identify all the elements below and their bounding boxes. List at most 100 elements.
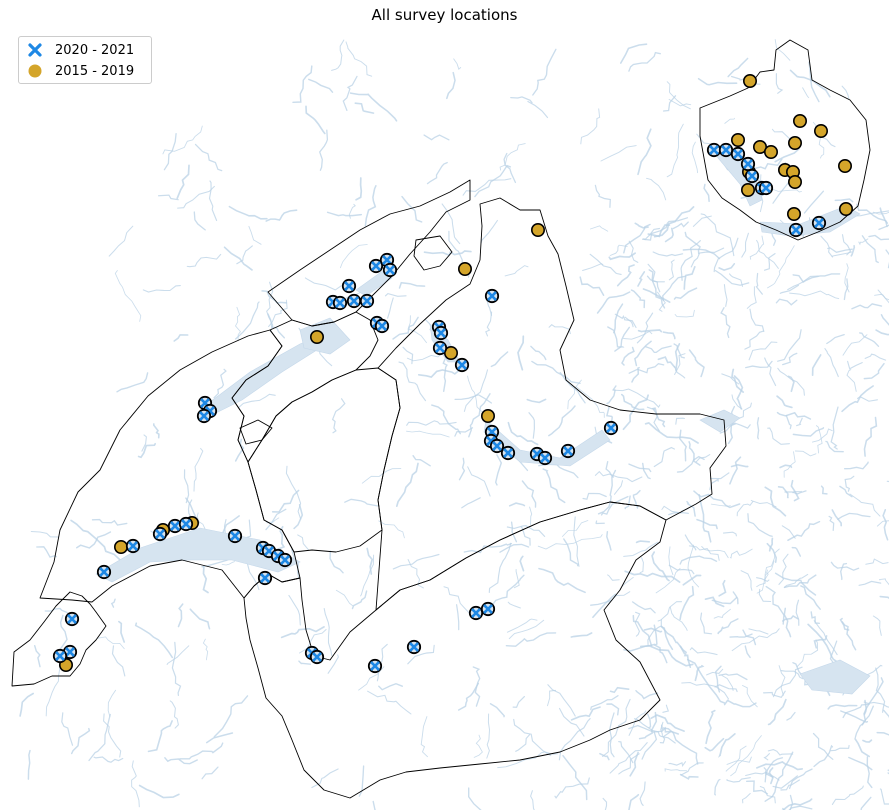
river <box>662 704 670 713</box>
canton-border <box>231 311 379 463</box>
river <box>402 346 414 365</box>
river <box>623 330 653 340</box>
river <box>457 682 480 711</box>
river <box>767 427 790 445</box>
recent-survey-x <box>606 423 616 433</box>
river <box>605 461 615 478</box>
river <box>718 579 727 597</box>
river <box>691 141 699 174</box>
river <box>748 341 778 361</box>
river <box>849 493 881 517</box>
river <box>344 498 379 507</box>
river <box>234 306 241 342</box>
river <box>624 570 681 583</box>
river <box>392 553 440 570</box>
river <box>265 209 298 222</box>
river <box>345 41 373 77</box>
river <box>510 96 533 104</box>
river <box>771 128 791 141</box>
river <box>728 273 744 287</box>
river <box>819 135 836 148</box>
river <box>688 545 720 561</box>
recent-survey-x <box>487 291 497 301</box>
river <box>423 134 450 141</box>
river <box>872 211 889 215</box>
river <box>355 177 363 201</box>
river <box>749 308 765 332</box>
river <box>507 421 539 446</box>
river <box>842 334 868 356</box>
river <box>590 695 619 711</box>
river <box>789 290 840 300</box>
river <box>308 78 334 93</box>
river <box>642 288 671 303</box>
river <box>880 314 889 326</box>
river <box>723 284 728 307</box>
river <box>480 219 498 244</box>
river <box>458 457 466 481</box>
river <box>177 185 215 209</box>
river <box>802 87 810 99</box>
river <box>562 754 588 801</box>
river <box>664 768 687 772</box>
river <box>630 289 646 309</box>
river <box>657 356 676 368</box>
river <box>486 298 493 316</box>
recent-survey-x <box>471 608 481 618</box>
recent-survey-x <box>67 614 77 624</box>
river <box>764 757 784 783</box>
river <box>736 501 754 517</box>
river <box>468 393 491 438</box>
river <box>684 534 697 551</box>
older-survey-marker <box>786 207 801 222</box>
river <box>520 526 531 546</box>
river <box>515 734 531 752</box>
river <box>736 402 752 420</box>
recent-survey-x <box>230 531 240 541</box>
river <box>772 775 798 789</box>
river <box>731 628 780 652</box>
river <box>713 237 739 273</box>
river <box>650 714 685 732</box>
river <box>779 464 793 469</box>
older-survey-marker <box>742 74 757 89</box>
river <box>662 331 676 340</box>
river <box>824 348 839 378</box>
river <box>749 235 765 260</box>
river <box>648 269 666 309</box>
recent-survey-x <box>385 265 395 275</box>
river <box>530 790 535 810</box>
river <box>704 737 725 752</box>
river <box>473 734 483 758</box>
canton-border <box>375 197 727 611</box>
lake <box>299 317 351 355</box>
river <box>589 225 609 232</box>
older-survey-marker <box>837 159 852 174</box>
recent-survey-x <box>791 225 801 235</box>
river <box>706 668 724 676</box>
river <box>462 178 512 196</box>
river <box>879 578 889 586</box>
river <box>426 161 448 185</box>
river <box>561 520 589 537</box>
river <box>384 292 407 297</box>
river <box>486 713 490 759</box>
river <box>764 253 776 271</box>
older-survey-marker <box>740 183 755 198</box>
river <box>268 299 288 328</box>
river <box>614 313 637 328</box>
river <box>859 332 880 347</box>
river <box>527 100 549 119</box>
river <box>879 788 889 805</box>
river <box>841 234 852 256</box>
river <box>354 102 375 114</box>
river <box>811 354 822 377</box>
river <box>512 695 526 708</box>
older-survey-marker <box>730 133 745 148</box>
river <box>777 329 802 362</box>
river <box>837 512 871 520</box>
river <box>635 540 651 544</box>
river <box>88 713 111 762</box>
river <box>858 580 882 586</box>
river <box>93 756 124 763</box>
